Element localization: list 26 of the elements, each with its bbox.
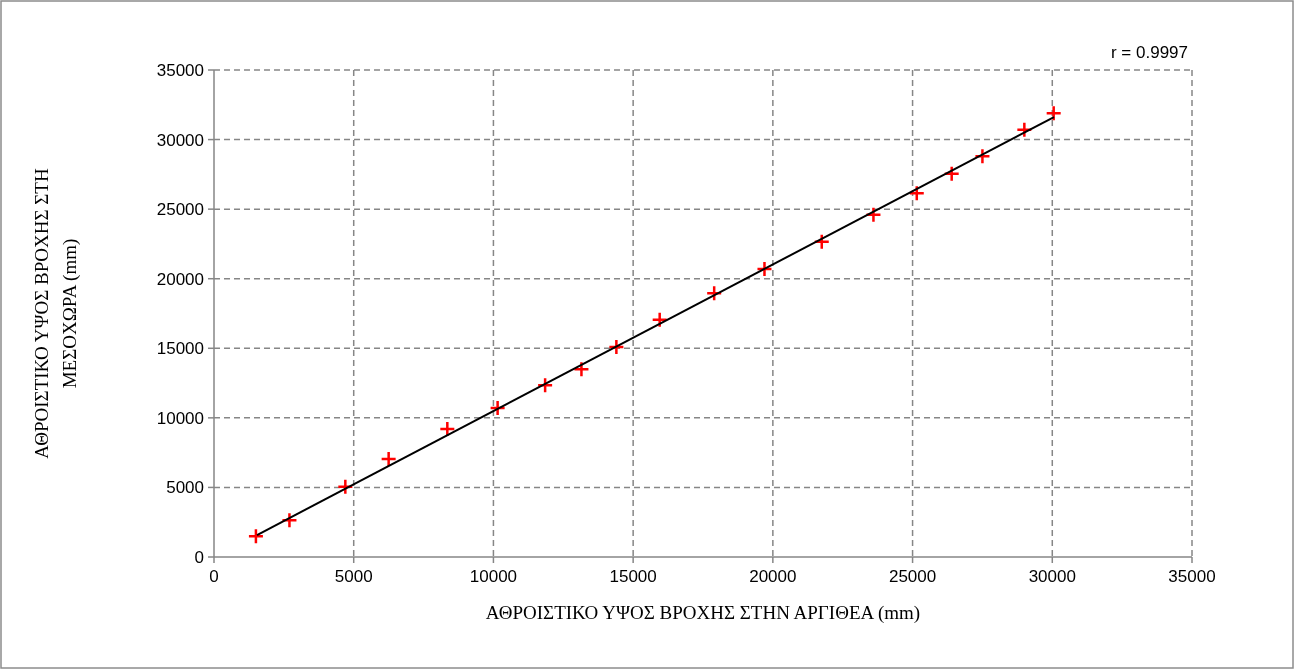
point xyxy=(908,184,926,202)
x-tick-label: 10000 xyxy=(469,567,518,586)
x-tick-label: 30000 xyxy=(1028,567,1076,586)
point xyxy=(651,311,668,329)
y-tick-label: 15000 xyxy=(156,339,204,359)
y-tick-label: 0 xyxy=(194,548,204,567)
x-axis-title: ΑΘΡΟΙΣΤΙΚΟ ΥΨΟΣ ΒΡΟΧΗΣ ΣΤΗΝ ΑΡΓΙΘΕΑ (mm) xyxy=(485,602,921,624)
point xyxy=(380,450,397,468)
point xyxy=(439,420,456,438)
x-tick-label: 0 xyxy=(209,567,219,586)
x-tick-label: 25000 xyxy=(888,567,937,586)
y-tick-label: 5000 xyxy=(166,478,204,498)
text: r = 0.9997 xyxy=(1110,43,1188,62)
x-tick-label: 15000 xyxy=(609,567,657,586)
x-tick-label: 35000 xyxy=(1168,567,1216,586)
y-tick-label: 25000 xyxy=(156,200,204,220)
point xyxy=(1045,104,1062,122)
point xyxy=(573,360,590,378)
y-axis-title: ΑΘΡΟΙΣΤΙΚΟ ΥΨΟΣ ΒΡΟΧΗΣ ΣΤΗ ΜΕΣΟΧΩΡΑ (mm) xyxy=(31,168,81,459)
x-tick-label: 20000 xyxy=(749,567,797,586)
point xyxy=(247,527,265,545)
y-tick-label: 20000 xyxy=(156,269,204,289)
x-tick-label: 5000 xyxy=(334,567,373,586)
y-tick-label: 10000 xyxy=(156,408,204,428)
y-tick-label: 35000 xyxy=(156,61,204,80)
y-tick-label: 30000 xyxy=(156,130,204,150)
